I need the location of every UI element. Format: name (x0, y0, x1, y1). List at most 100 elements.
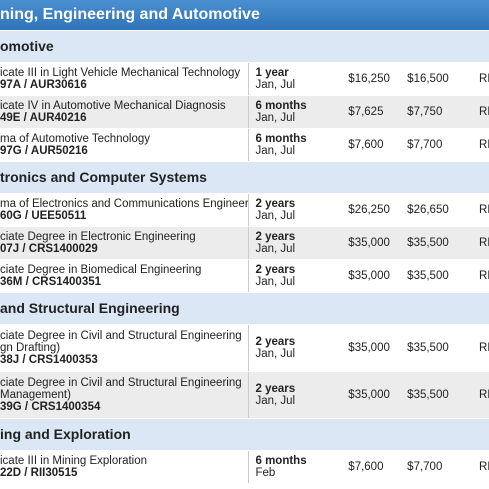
extra: RE (479, 237, 489, 249)
fee: $7,700 (407, 461, 443, 473)
duration-cell: 6 months Jan, Jul (249, 129, 348, 161)
section-title: and Structural Engineering (0, 292, 489, 324)
course-name: ma of Automotive Technology (0, 133, 151, 145)
course-cell: ciate Degree in Civil and Structural Eng… (0, 372, 250, 418)
fee-cell: $35,000 (348, 227, 407, 259)
fee-cell: $35,000 (348, 372, 407, 418)
course-code: 36M / CRS1400351 (0, 276, 102, 288)
duration: 6 months (255, 100, 307, 112)
table-header: ning, Engineering and Automotive (0, 0, 489, 30)
fee: $35,500 (407, 237, 449, 249)
fee: $35,500 (407, 342, 449, 354)
course-cell: ciate Degree in Civil and Structural Eng… (0, 325, 250, 371)
course-cell: icate III in Light Vehicle Mechanical Te… (0, 63, 250, 95)
course-code: 07J / CRS1400029 (0, 243, 98, 255)
fee-cell: $7,750 (407, 96, 479, 128)
intake: Jan, Jul (255, 112, 296, 124)
course-row: ciate Degree in Civil and Structural Eng… (0, 371, 489, 418)
fee: $35,000 (348, 389, 390, 401)
fee: $7,625 (348, 106, 384, 118)
fee-cell: $35,500 (407, 260, 479, 292)
fee: $35,500 (407, 389, 449, 401)
course-name: ma of Electronics and Communications Eng… (0, 198, 250, 210)
course-code: 38J / CRS1400353 (0, 354, 98, 366)
duration: 6 months (255, 455, 307, 467)
fee: $26,650 (407, 204, 449, 216)
fee-cell: $7,700 (407, 451, 479, 483)
fee-cell: $35,500 (407, 227, 479, 259)
fee: $7,700 (407, 139, 443, 151)
fee-cell: $35,000 (348, 325, 407, 371)
duration: 2 years (255, 198, 296, 210)
extra-cell: RE (479, 129, 489, 161)
duration-cell: 6 months Jan, Jul (249, 96, 348, 128)
duration: 6 months (255, 133, 307, 145)
course-code: 60G / UEE50511 (0, 210, 87, 222)
course-row: ciate Degree in Biomedical Engineering 36… (0, 259, 489, 292)
course-cell: icate III in Mining Exploration 22D / RII… (0, 451, 250, 483)
course-row: icate III in Light Vehicle Mechanical Te… (0, 62, 489, 95)
intake: Jan, Jul (255, 348, 296, 360)
course-code: 97G / AUR50216 (0, 145, 88, 157)
fee: $35,000 (348, 342, 390, 354)
course-row: ma of Electronics and Communications Eng… (0, 193, 489, 226)
fee-cell: $35,000 (348, 260, 407, 292)
extra: RE (479, 389, 489, 401)
extra-cell: RE (479, 227, 489, 259)
fee-cell: $7,625 (348, 96, 407, 128)
course-name: icate III in Light Vehicle Mechanical Te… (0, 67, 241, 79)
duration-cell: 2 years Jan, Jul (249, 325, 348, 371)
duration: 2 years (255, 336, 296, 348)
fee: $35,000 (348, 237, 390, 249)
fee-cell: $16,500 (407, 63, 479, 95)
fee: $35,500 (407, 270, 449, 282)
section-title: tronics and Computer Systems (0, 161, 489, 193)
course-code: 22D / RII30515 (0, 467, 78, 479)
course-row: ciate Degree in Electronic Engineering 07… (0, 226, 489, 259)
course-name: gn Drafting) (0, 342, 61, 354)
course-row: icate IV in Automotive Mechanical Diagno… (0, 95, 489, 128)
fee-cell: $26,250 (348, 194, 407, 226)
section-title: omotive (0, 30, 489, 62)
intake: Jan, Jul (255, 210, 296, 222)
course-name: Management) (0, 389, 71, 401)
duration-cell: 2 years Jan, Jul (249, 372, 348, 418)
fee-cell: $26,650 (407, 194, 479, 226)
duration-cell: 2 years Jan, Jul (249, 194, 348, 226)
fee-cell: $35,500 (407, 325, 479, 371)
duration: 1 year (255, 67, 289, 79)
fee-cell: $7,600 (348, 129, 407, 161)
extra: RE (479, 73, 489, 85)
fee-cell: $7,600 (348, 451, 407, 483)
intake: Jan, Jul (255, 395, 296, 407)
duration: 2 years (255, 231, 296, 243)
duration-cell: 6 months Feb (249, 451, 348, 483)
duration: 2 years (255, 383, 296, 395)
extra: RE (479, 461, 489, 473)
intake: Jan, Jul (255, 79, 296, 91)
intake: Jan, Jul (255, 276, 296, 288)
fee: $7,600 (348, 461, 384, 473)
duration-cell: 1 year Jan, Jul (249, 63, 348, 95)
intake: Feb (255, 467, 276, 479)
course-row: ma of Automotive Technology 97G / AUR5021… (0, 128, 489, 161)
duration-cell: 2 years Jan, Jul (249, 227, 348, 259)
extra: RE (479, 139, 489, 151)
extra: RE (479, 270, 489, 282)
course-name: ciate Degree in Civil and Structural Eng… (0, 330, 242, 342)
fee: $16,500 (407, 73, 449, 85)
course-code: 39G / CRS1400354 (0, 401, 101, 413)
course-cell: ciate Degree in Electronic Engineering 07… (0, 227, 250, 259)
intake: Jan, Jul (255, 243, 296, 255)
extra-cell: RE (479, 260, 489, 292)
section-title: ing and Exploration (0, 418, 489, 450)
extra-cell: RE (479, 194, 489, 226)
course-name: ciate Degree in Electronic Engineering (0, 231, 196, 243)
extra-cell: RE (479, 372, 489, 418)
course-row: ciate Degree in Civil and Structural Eng… (0, 324, 489, 371)
intake: Jan, Jul (255, 145, 296, 157)
course-cell: ma of Electronics and Communications Eng… (0, 194, 250, 226)
course-cell: icate IV in Automotive Mechanical Diagno… (0, 96, 250, 128)
fee: $26,250 (348, 204, 390, 216)
fee: $16,250 (348, 73, 390, 85)
